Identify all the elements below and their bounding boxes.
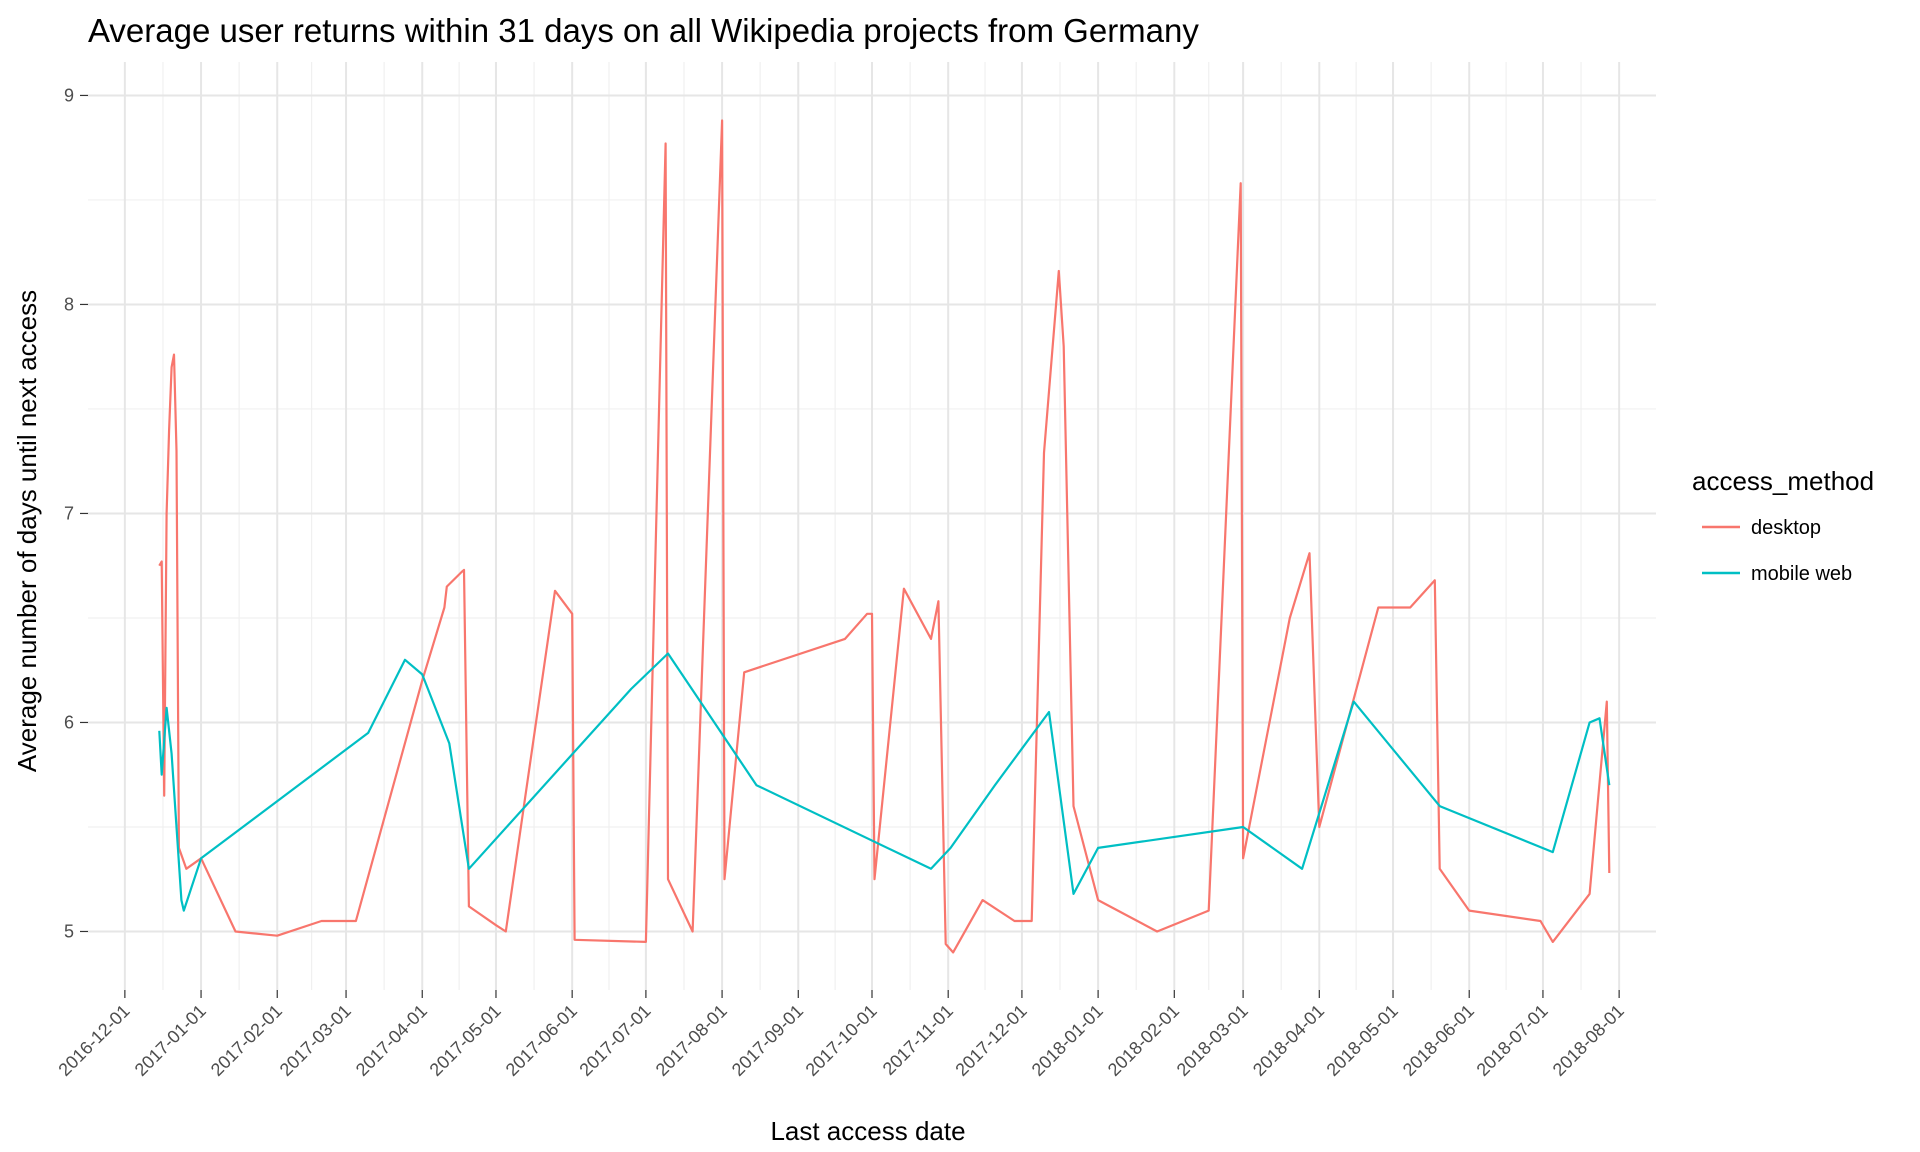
x-tick-label: 2018-03-01	[1173, 1001, 1252, 1080]
x-tick-label: 2017-11-01	[879, 1001, 957, 1079]
series-line	[158, 652, 1611, 912]
series-lines	[158, 119, 1611, 954]
legend-label: mobile web	[1751, 563, 1852, 585]
x-tick-label: 2018-02-01	[1104, 1001, 1183, 1080]
major-gridlines	[88, 62, 1656, 990]
x-tick-label: 2017-04-01	[352, 1001, 431, 1080]
x-tick-label: 2018-07-01	[1473, 1001, 1552, 1080]
x-tick-label: 2017-12-01	[951, 1001, 1030, 1080]
y-axis-title: Average number of days until next access	[12, 290, 42, 772]
x-tick-label: 2017-07-01	[575, 1001, 654, 1080]
y-tick-label: 6	[64, 712, 74, 732]
x-axis-title: Last access date	[770, 1116, 965, 1146]
legend-title: access_method	[1692, 466, 1874, 496]
y-tick-label: 9	[64, 85, 74, 105]
legend-item: desktop	[1702, 517, 1821, 539]
x-tick-label: 2017-08-01	[652, 1001, 731, 1080]
series-line	[158, 119, 1611, 954]
legend-label: desktop	[1751, 517, 1821, 539]
x-tick-label: 2018-05-01	[1323, 1001, 1402, 1080]
x-tick-label: 2017-10-01	[802, 1001, 881, 1080]
y-axis: 5 6 7 8 9	[64, 85, 88, 941]
legend: access_method desktop mobile web	[1692, 466, 1874, 585]
x-tick-label: 2017-06-01	[502, 1001, 581, 1080]
x-tick-label: 2018-04-01	[1249, 1001, 1328, 1080]
x-tick-label: 2017-02-01	[207, 1001, 286, 1080]
x-tick-label: 2017-01-01	[131, 1001, 210, 1080]
legend-item: mobile web	[1702, 563, 1852, 585]
x-tick-label: 2018-06-01	[1399, 1001, 1478, 1080]
x-tick-label: 2017-09-01	[728, 1001, 807, 1080]
chart-title: Average user returns within 31 days on a…	[88, 12, 1199, 49]
y-tick-label: 5	[64, 921, 74, 941]
minor-gridlines	[88, 62, 1656, 990]
x-tick-label: 2018-01-01	[1028, 1001, 1107, 1080]
x-tick-label: 2016-12-01	[54, 1001, 133, 1080]
x-tick-label: 2018-08-01	[1549, 1001, 1628, 1080]
y-tick-label: 8	[64, 294, 74, 314]
x-tick-label: 2017-03-01	[276, 1001, 355, 1080]
x-axis: 2016-12-012017-01-012017-02-012017-03-01…	[54, 990, 1628, 1080]
x-tick-label: 2017-05-01	[426, 1001, 505, 1080]
y-tick-label: 7	[64, 503, 74, 523]
